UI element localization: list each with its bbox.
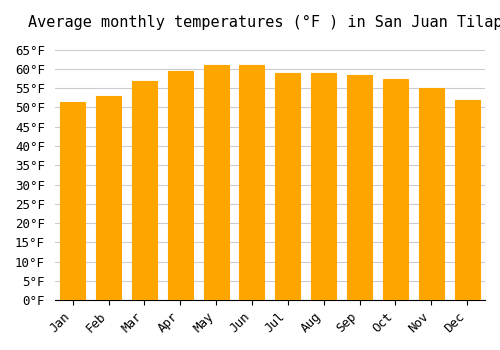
Bar: [132, 80, 157, 300]
Bar: [311, 73, 336, 300]
Title: Average monthly temperatures (°F ) in San Juan Tilapa: Average monthly temperatures (°F ) in Sa…: [28, 15, 500, 30]
Bar: [383, 79, 408, 300]
Bar: [96, 96, 121, 300]
Bar: [204, 65, 229, 300]
Bar: [347, 75, 372, 300]
Bar: [168, 71, 193, 300]
Bar: [60, 102, 85, 300]
Bar: [454, 100, 479, 300]
Bar: [240, 65, 264, 300]
Bar: [418, 88, 444, 300]
Bar: [275, 73, 300, 300]
